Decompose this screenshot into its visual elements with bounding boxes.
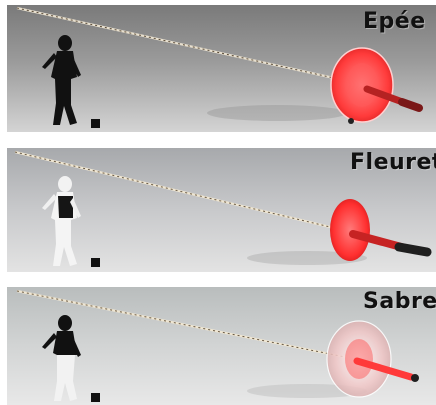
- panel-fleuret: Fleuret: [7, 148, 436, 272]
- panel-sabre: Sabre: [7, 287, 436, 405]
- epee-illustration: [7, 5, 436, 132]
- fencer-silhouette: [42, 35, 81, 125]
- caption-swatch: [91, 258, 100, 267]
- pommel: [394, 242, 432, 257]
- pommel: [411, 374, 419, 382]
- pommel: [348, 118, 354, 124]
- grip: [353, 357, 415, 381]
- caption-swatch: [91, 393, 100, 402]
- panel-title: Epée: [363, 9, 426, 34]
- sabre-illustration: [7, 287, 436, 405]
- fencer-silhouette: [42, 176, 81, 266]
- fencer-silhouette: [42, 315, 81, 401]
- caption-swatch: [91, 119, 100, 128]
- panel-title: Sabre: [363, 289, 436, 314]
- bell-guard: [330, 199, 370, 261]
- panel-epee: Epée: [7, 5, 436, 132]
- panel-title: Fleuret: [350, 150, 436, 175]
- fleuret-illustration: [7, 148, 436, 272]
